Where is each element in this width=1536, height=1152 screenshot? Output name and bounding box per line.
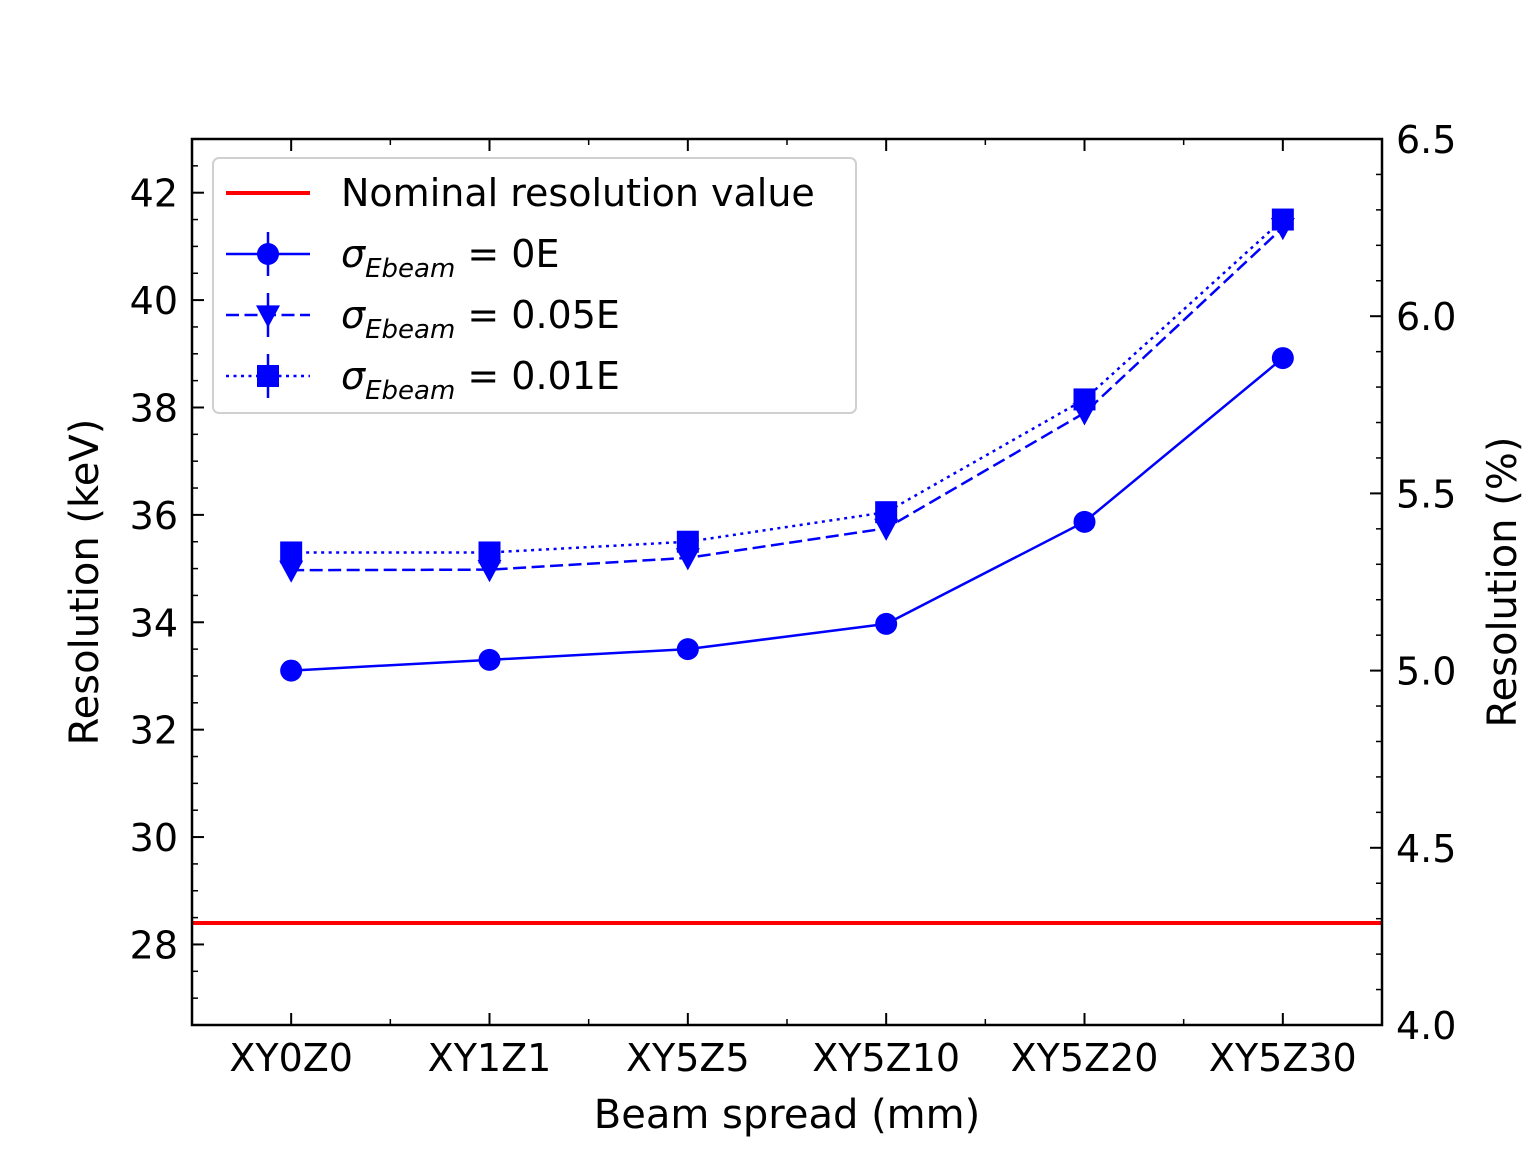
legend-marker-0: [257, 243, 279, 265]
legend-sigma: σ: [341, 293, 367, 337]
series-line-1: [291, 226, 1284, 572]
x-axis-label: Beam spread (mm): [594, 1092, 980, 1138]
data-point-s2-5: [1271, 208, 1294, 231]
legend-subscript: Ebeam: [365, 315, 455, 345]
legend-label-series-2: σEbeam = 0.01E: [341, 354, 620, 406]
y-tick-label: 40: [130, 279, 178, 323]
data-point-s0-5: [1271, 347, 1294, 370]
y-right-tick-label: 5.0: [1396, 650, 1456, 694]
y-right-tick-label: 5.5: [1396, 472, 1456, 516]
axes: XY0Z0 XY1Z1 XY5Z5 XY5Z10 XY5Z20 XY5Z30 28 30 32 3…: [130, 118, 1457, 1080]
y-axis-label: Resolution (keV): [62, 419, 108, 746]
y-tick-label: 30: [130, 816, 178, 860]
legend-value: = 0E: [455, 232, 559, 276]
x-tick-label: XY5Z10: [812, 1036, 960, 1080]
x-tick-label: XY5Z5: [626, 1036, 750, 1080]
x-tick-label: XY0Z0: [229, 1036, 353, 1080]
legend-marker-1: [256, 305, 280, 328]
series-line-2: [291, 218, 1284, 554]
x-tick-label: XY1Z1: [428, 1036, 552, 1080]
y-right-tick-label: 6.0: [1396, 295, 1456, 339]
data-point-s0-3: [875, 612, 898, 635]
y-tick-label: 28: [130, 923, 178, 967]
legend-subscript: Ebeam: [365, 376, 455, 406]
y-tick-label: 36: [130, 494, 178, 538]
y-tick-label: 38: [130, 386, 178, 430]
legend-label-reference: Nominal resolution value: [341, 171, 815, 215]
data-point-s1-0: [279, 560, 304, 583]
x-tick-label: XY5Z30: [1209, 1036, 1357, 1080]
x-tick-label: XY5Z20: [1011, 1036, 1159, 1080]
legend-value: = 0.05E: [455, 293, 620, 337]
y-tick-label: 32: [130, 709, 178, 753]
data-point-s0-0: [280, 659, 303, 682]
y-axis-label-right: Resolution (%): [1480, 437, 1526, 728]
legend-marker-2: [257, 365, 279, 387]
data-point-s2-3: [875, 501, 898, 524]
legend-label-series-1: σEbeam = 0.05E: [341, 293, 620, 345]
data-point-s2-0: [280, 541, 303, 564]
data-point-s1-1: [477, 560, 502, 583]
data-point-s0-1: [478, 648, 501, 671]
y-right-tick-label: 4.0: [1396, 1004, 1456, 1048]
data-point-s0-4: [1073, 510, 1096, 533]
legend-box: [212, 157, 857, 414]
legend-label-series-0: σEbeam = 0E: [341, 232, 559, 284]
data-point-s2-1: [478, 541, 501, 564]
y-right-tick-label: 4.5: [1396, 827, 1456, 871]
legend-value: = 0.01E: [455, 354, 620, 398]
y-tick-label: 34: [130, 601, 178, 645]
y-right-tick-label: 6.5: [1396, 118, 1456, 162]
data-point-s2-2: [676, 530, 699, 553]
legend-sigma: σ: [341, 232, 367, 276]
plot-area: [192, 208, 1382, 925]
data-point-s0-2: [676, 638, 699, 661]
legend-sigma: σ: [341, 354, 367, 398]
data-point-s1-3: [874, 518, 899, 541]
y-tick-label: 42: [130, 172, 178, 216]
data-point-s1-2: [675, 548, 700, 571]
legend-subscript: Ebeam: [365, 254, 455, 284]
data-point-s2-4: [1073, 388, 1096, 411]
series-line-0: [291, 357, 1284, 672]
